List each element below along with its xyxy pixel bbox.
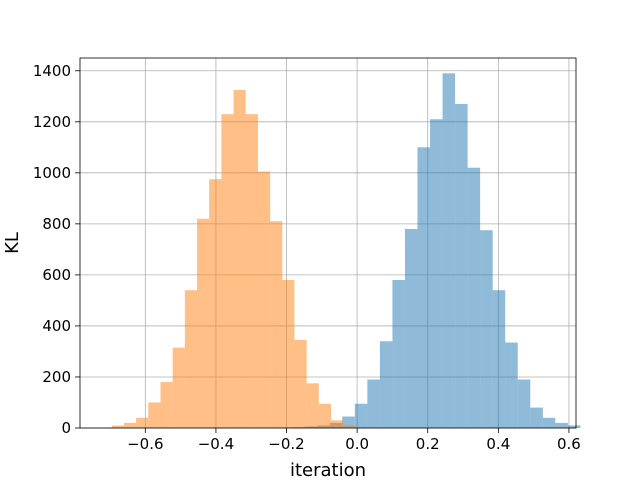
histogram-bar-series-1 [542, 417, 556, 428]
histogram-bar-series-2 [197, 218, 210, 428]
histogram-bar-series-2 [343, 425, 356, 428]
histogram-bar-series-2 [318, 403, 332, 428]
histogram-bar-series-1 [379, 341, 393, 428]
histogram-bar-series-2 [209, 179, 222, 428]
y-tick-label: 400 [42, 317, 71, 335]
histogram-bar-series-1 [530, 407, 543, 428]
histogram-bar-series-2 [184, 290, 198, 428]
histogram-bar-series-2 [172, 347, 185, 428]
histogram-bar-series-1 [555, 422, 568, 428]
histogram-bar-series-2 [282, 280, 295, 428]
histogram-bar-series-2 [294, 339, 307, 428]
y-tick-label: 800 [42, 215, 71, 233]
x-tick-label: 0.2 [416, 435, 440, 453]
histogram-bar-series-2 [221, 114, 234, 428]
y-tick-label: 1200 [33, 113, 71, 131]
x-tick-label: −0.6 [127, 435, 163, 453]
y-tick-label: 1400 [33, 62, 71, 80]
y-axis-label: KL [2, 232, 23, 254]
histogram-bar-series-1 [404, 228, 418, 428]
histogram-bar-series-2 [160, 382, 173, 428]
histogram-bar-series-2 [136, 417, 149, 428]
axes-frame [79, 57, 577, 429]
histogram-bar-series-2 [233, 89, 246, 429]
x-tick-label: −0.2 [268, 435, 304, 453]
histogram-bar-series-1 [467, 167, 481, 429]
x-tick-label: −0.4 [198, 435, 234, 453]
histogram-bar-series-1 [392, 280, 405, 428]
histogram-bar-series-2 [306, 383, 319, 428]
histogram-bar-series-1 [342, 416, 355, 428]
histogram-bar-series-1 [455, 103, 468, 429]
y-tick-label: 1000 [33, 164, 71, 182]
histogram-bar-series-1 [480, 230, 493, 428]
histogram-bar-series-2 [257, 171, 271, 428]
y-tick-label: 600 [42, 266, 71, 284]
histogram-bar-series-1 [567, 425, 581, 428]
x-tick-label: 0.0 [345, 435, 369, 453]
x-axis-label: iteration [290, 460, 366, 480]
histogram-bar-series-1 [505, 342, 518, 428]
histogram-bar-series-2 [123, 422, 137, 428]
y-tick-label: 0 [61, 419, 71, 437]
histogram-bar-series-2 [148, 402, 161, 428]
histogram-bar-series-1 [430, 119, 443, 428]
bars [111, 73, 581, 429]
y-tick-label: 200 [42, 368, 71, 386]
histogram-bar-series-1 [492, 290, 506, 428]
histogram-bar-series-2 [270, 221, 283, 428]
y-ticks: 0 200 400 600 800 1000 1200 1400 [33, 62, 80, 437]
histogram-bar-series-1 [367, 379, 380, 428]
x-tick-label: 0.6 [557, 435, 581, 453]
x-tick-label: 0.4 [486, 435, 510, 453]
histogram-bar-series-2 [331, 420, 344, 428]
histogram-bar-series-1 [417, 147, 431, 428]
histogram-bar-series-2 [245, 114, 258, 428]
histogram-bar-series-1 [517, 379, 531, 428]
histogram-bar-series-1 [442, 73, 456, 428]
x-ticks: −0.6 −0.4 −0.2 0.0 0.2 0.4 0.6 [127, 428, 581, 453]
histogram-bar-series-2 [111, 425, 124, 428]
histogram-bar-series-1 [354, 403, 368, 428]
